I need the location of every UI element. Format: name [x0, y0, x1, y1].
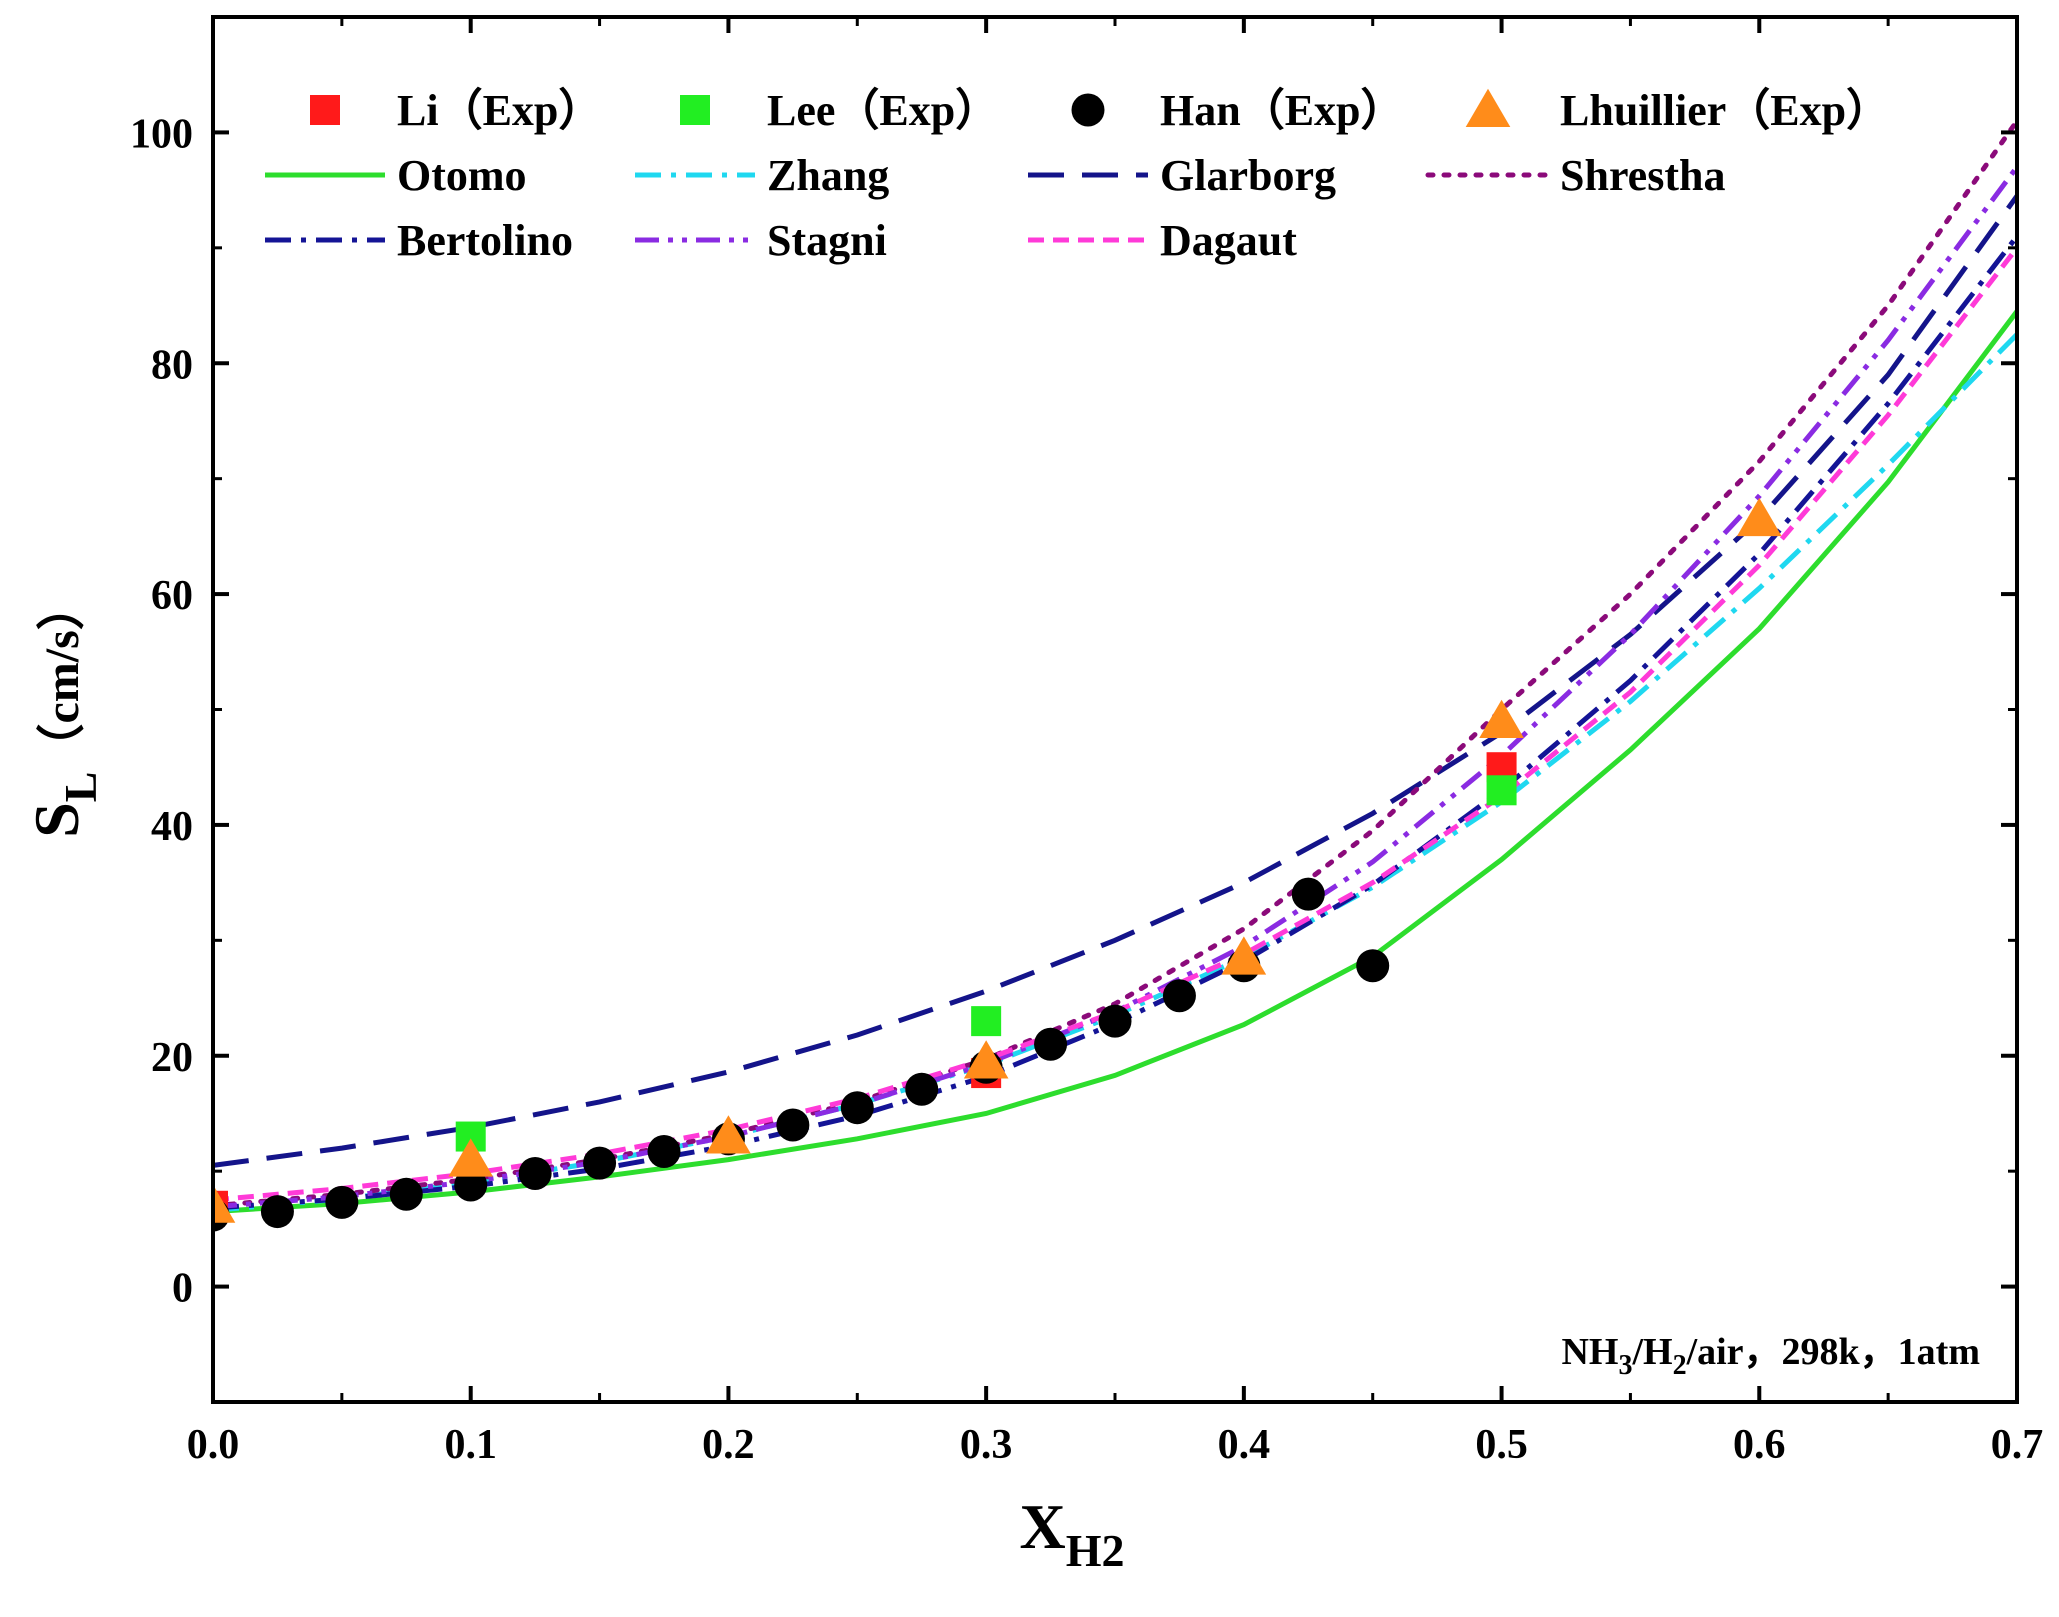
- y-tick-label: 0: [172, 1266, 193, 1312]
- legend: Li（Exp） Lee（Exp） Han（Exp） Lhuillier（Exp） Oto…: [265, 86, 1890, 265]
- data-point-lhuillier-exp-0: [213, 1184, 236, 1223]
- legend-label-glarborg: Glarborg: [1160, 151, 1336, 200]
- data-point-lhuillier-exp-2: [706, 1115, 751, 1154]
- data-point-han-exp-3: [389, 1177, 423, 1211]
- legend-item-li-exp: Li（Exp）: [310, 86, 602, 135]
- legend-marker-lee-exp: [680, 95, 710, 125]
- legend-label-bertolino: Bertolino: [397, 216, 573, 265]
- data-point-han-exp-2: [325, 1185, 359, 1219]
- data-point-han-exp-14: [1098, 1004, 1132, 1038]
- x-tick-label: 0.0: [187, 1422, 240, 1468]
- x-axis-title: XH2: [1020, 1491, 1125, 1576]
- data-point-lee-exp-1: [971, 1006, 1002, 1037]
- legend-label-li-exp: Li（Exp）: [397, 86, 602, 135]
- data-point-han-exp-17: [1291, 877, 1325, 911]
- legend-item-glarborg: Glarborg: [1028, 151, 1336, 200]
- y-tick-label: 100: [130, 111, 193, 157]
- legend-label-lhuillier-exp: Lhuillier（Exp）: [1560, 86, 1890, 135]
- axes-layer: 0.0 0.1 0.2 0.3 0.4 0.5 0.6 0.7 0 20 40 60 80 100: [130, 15, 2044, 1468]
- x-tick-label: 0.1: [444, 1422, 497, 1468]
- data-point-lhuillier-exp-6: [1736, 497, 1782, 537]
- y-tick-label: 60: [151, 573, 193, 619]
- data-point-han-exp-5: [518, 1156, 552, 1190]
- legend-item-lee-exp: Lee（Exp）: [680, 86, 999, 135]
- legend-item-zhang: Zhang: [635, 151, 889, 200]
- y-tick-label: 40: [151, 804, 193, 850]
- x-tick-label: 0.5: [1475, 1422, 1528, 1468]
- legend-label-shrestha: Shrestha: [1560, 151, 1725, 200]
- data-point-han-exp-10: [840, 1091, 874, 1125]
- data-point-han-exp-15: [1162, 979, 1196, 1013]
- x-tick-label: 0.3: [960, 1422, 1013, 1468]
- legend-marker-lhuillier-exp: [1465, 88, 1511, 127]
- data-point-lhuillier-exp-1: [448, 1138, 494, 1177]
- x-tick-label: 0.4: [1218, 1422, 1271, 1468]
- y-axis-title: SL（cm/s）: [21, 582, 106, 838]
- legend-label-lee-exp: Lee（Exp）: [767, 86, 999, 135]
- legend-label-stagni: Stagni: [767, 216, 887, 265]
- data-point-lhuillier-exp-4: [1221, 936, 1267, 975]
- data-point-han-exp-18: [1356, 949, 1390, 983]
- data-point-han-exp-4: [454, 1168, 488, 1202]
- legend-item-lhuillier-exp: Lhuillier（Exp）: [1465, 86, 1890, 135]
- series-line-glarborg: [213, 194, 2017, 1168]
- legend-marker-han-exp: [1071, 93, 1105, 127]
- legend-item-otomo: Otomo: [265, 151, 527, 200]
- series-layer: [213, 118, 2017, 1232]
- legend-label-otomo: Otomo: [397, 151, 527, 200]
- data-point-han-exp-6: [583, 1146, 617, 1180]
- legend-item-dagaut: Dagaut: [1028, 216, 1297, 265]
- series-line-shrestha: [213, 118, 2017, 1209]
- legend-item-shrestha: Shrestha: [1425, 151, 1725, 200]
- legend-item-han-exp: Han（Exp）: [1071, 86, 1405, 135]
- data-point-lhuillier-exp-3: [963, 1040, 1009, 1079]
- series-line-otomo: [213, 309, 2017, 1215]
- data-point-han-exp-7: [647, 1135, 681, 1169]
- legend-marker-li-exp: [310, 95, 340, 125]
- legend-label-han-exp: Han（Exp）: [1160, 86, 1405, 135]
- data-point-han-exp-13: [1034, 1027, 1068, 1061]
- legend-item-stagni: Stagni: [635, 216, 887, 265]
- y-tick-label: 20: [151, 1035, 193, 1081]
- legend-item-bertolino: Bertolino: [265, 216, 573, 265]
- data-point-han-exp-1: [260, 1195, 294, 1229]
- x-tick-label: 0.6: [1733, 1422, 1786, 1468]
- data-point-han-exp-11: [905, 1072, 939, 1106]
- legend-label-dagaut: Dagaut: [1160, 216, 1297, 265]
- data-point-han-exp-9: [776, 1108, 810, 1142]
- y-tick-label: 80: [151, 342, 193, 388]
- legend-label-zhang: Zhang: [767, 151, 889, 200]
- x-tick-label: 0.2: [702, 1422, 755, 1468]
- x-tick-label: 0.7: [1991, 1422, 2044, 1468]
- annotation-conditions: NH3/H2/air，298k，1atm: [1561, 1331, 1980, 1381]
- data-point-lhuillier-exp-5: [1479, 699, 1524, 739]
- data-point-lee-exp-2: [1486, 775, 1517, 806]
